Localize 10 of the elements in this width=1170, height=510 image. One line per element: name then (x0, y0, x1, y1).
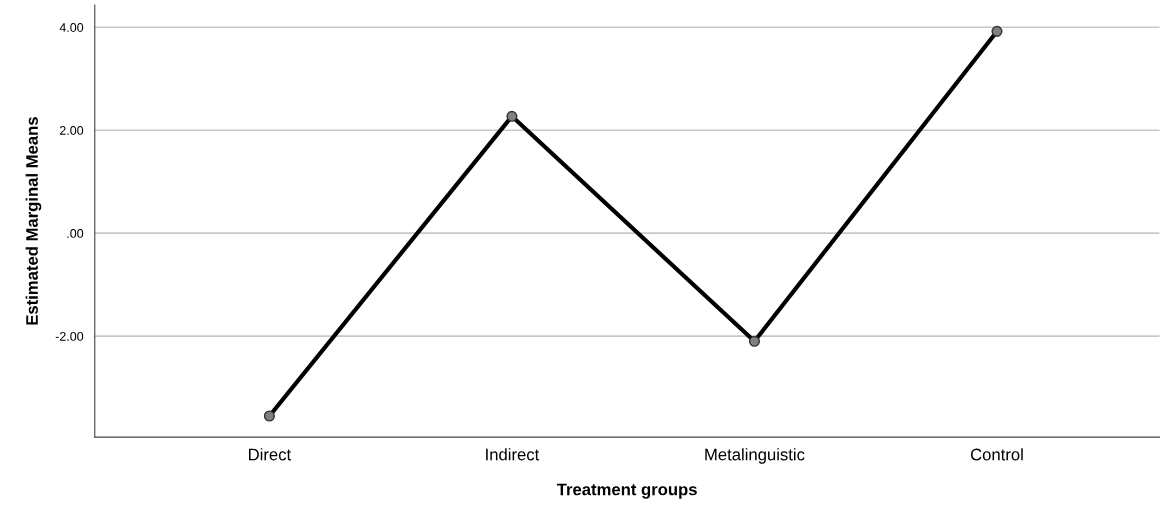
x-tick-label: Metalinguistic (705, 448, 805, 464)
x-tick-label: Direct (249, 448, 292, 461)
x-tick-label: Indirect (486, 448, 540, 461)
y-tick-label: 2.00 (59, 126, 84, 135)
y-tick-label: -2.00 (55, 331, 84, 341)
y-tick-label: 4.00 (59, 23, 84, 32)
y-axis-title: Estimated Marginal Means (25, 117, 42, 325)
x-tick-label: Control (970, 448, 1023, 461)
x-axis-title: Treatment groups (556, 483, 697, 499)
y-tick-label: .00 (67, 228, 84, 238)
